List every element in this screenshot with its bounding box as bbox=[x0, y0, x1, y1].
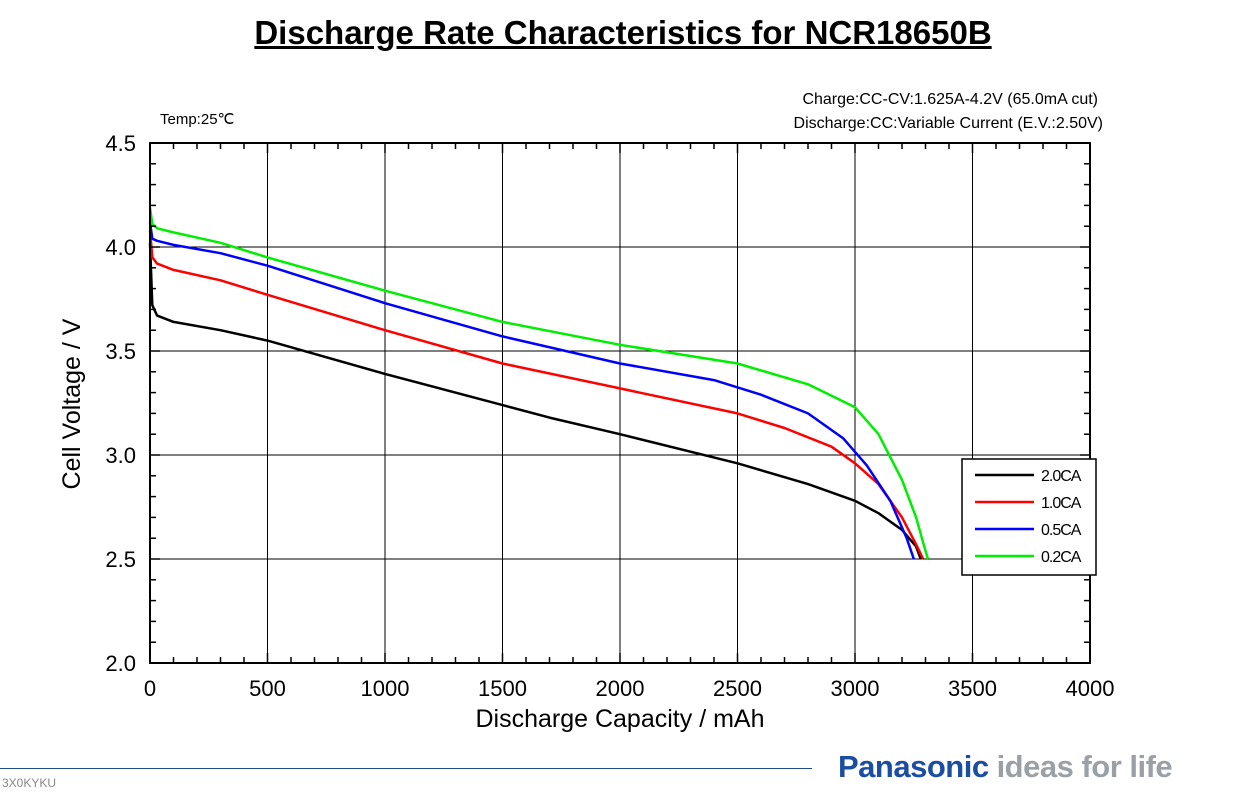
legend-label-0.5CA: 0.5CA bbox=[1041, 522, 1082, 539]
legend-label-0.2CA: 0.2CA bbox=[1041, 549, 1082, 566]
grid-lines bbox=[150, 143, 1090, 663]
brand-logo: Panasonic ideas for life bbox=[838, 749, 1173, 785]
x-tick-label: 2000 bbox=[596, 676, 645, 701]
brand-tagline: ideas for life bbox=[996, 749, 1173, 784]
footer-divider bbox=[0, 768, 812, 769]
charge-annotation: Charge:CC-CV:1.625A-4.2V (65.0mA cut) bbox=[802, 91, 1098, 108]
x-tick-label: 3500 bbox=[948, 676, 997, 701]
x-tick-label: 1500 bbox=[478, 676, 527, 701]
series-line-0.5CA bbox=[148, 221, 915, 560]
legend: 2.0CA 1.0CA 0.5CA 0.2CA bbox=[961, 458, 1097, 576]
series-lines bbox=[148, 207, 930, 560]
y-tick-label: 3.5 bbox=[105, 339, 136, 364]
x-tick-label: 4000 bbox=[1066, 676, 1115, 701]
page-title: Discharge Rate Characteristics for NCR18… bbox=[254, 14, 992, 51]
footer-code: 3X0KYKU bbox=[2, 776, 57, 790]
legend-label-1.0CA: 1.0CA bbox=[1041, 495, 1082, 512]
series-line-1.0CA bbox=[148, 230, 925, 560]
x-tick-label: 2500 bbox=[713, 676, 762, 701]
axis-ticks bbox=[149, 142, 1091, 664]
y-axis-label: Cell Voltage / V bbox=[58, 318, 86, 489]
y-tick-label: 2.0 bbox=[105, 651, 136, 676]
discharge-annotation: Discharge:CC:Variable Current (E.V.:2.50… bbox=[794, 115, 1103, 132]
y-tick-label: 4.5 bbox=[105, 131, 136, 156]
x-tick-label: 3000 bbox=[831, 676, 880, 701]
x-tick-label: 500 bbox=[249, 676, 286, 701]
series-line-2.0CA bbox=[148, 242, 922, 560]
x-axis-label: Discharge Capacity / mAh bbox=[475, 705, 764, 733]
y-tick-label: 2.5 bbox=[105, 547, 136, 572]
temp-annotation: Temp:25℃ bbox=[160, 111, 234, 128]
x-tick-label: 1000 bbox=[361, 676, 410, 701]
y-tick-label: 3.0 bbox=[105, 443, 136, 468]
series-line-0.2CA bbox=[148, 207, 930, 560]
brand-name: Panasonic bbox=[838, 749, 989, 784]
tick-labels: 0 500 1000 1500 2000 2500 3000 3500 4000 2.0 2.5 3.… bbox=[105, 131, 1114, 701]
x-tick-label: 0 bbox=[144, 676, 156, 701]
legend-label-2.0CA: 2.0CA bbox=[1041, 468, 1082, 485]
y-tick-label: 4.0 bbox=[105, 235, 136, 260]
